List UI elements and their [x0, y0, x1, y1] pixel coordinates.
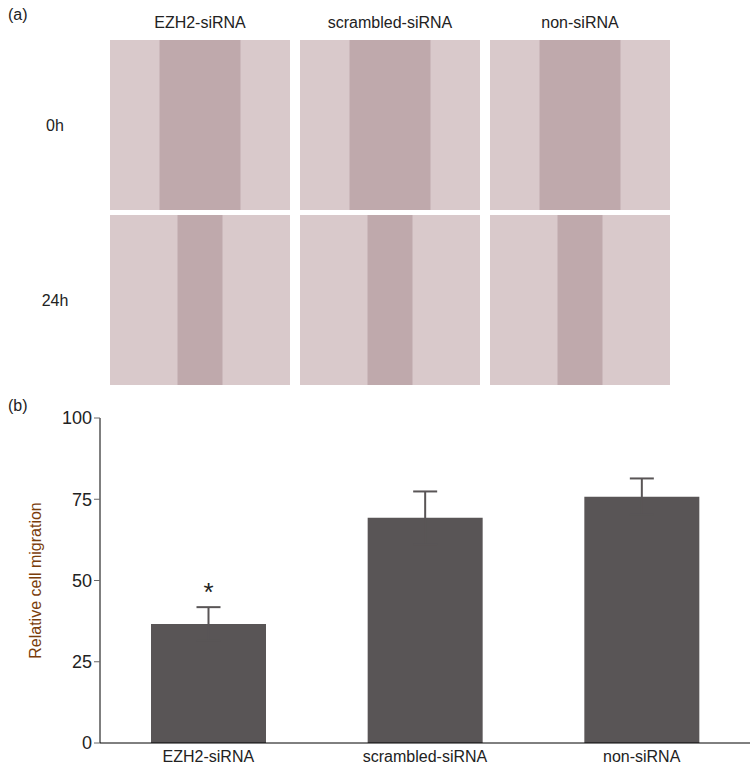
- svg-text:EZH2-siRNA: EZH2-siRNA: [163, 748, 255, 765]
- svg-text:scrambled-siRNA: scrambled-siRNA: [363, 748, 488, 765]
- svg-text:24h: 24h: [42, 292, 69, 309]
- html-text:(b): (b): [8, 397, 28, 414]
- svg-text:50: 50: [72, 571, 92, 591]
- svg-text:Relative cell migration: Relative cell migration: [27, 502, 44, 659]
- svg-text:25: 25: [72, 652, 92, 672]
- svg-text:scrambled-siRNA: scrambled-siRNA: [328, 14, 453, 31]
- svg-text:non-siRNA: non-siRNA: [541, 14, 619, 31]
- svg-text:*: *: [203, 577, 213, 607]
- svg-text:EZH2-siRNA: EZH2-siRNA: [154, 14, 246, 31]
- svg-text:0: 0: [82, 733, 92, 753]
- svg-text:75: 75: [72, 490, 92, 510]
- svg-text:(a): (a): [8, 6, 28, 23]
- svg-text:100: 100: [62, 408, 92, 428]
- svg-text:non-siRNA: non-siRNA: [603, 748, 681, 765]
- svg-text:0h: 0h: [46, 117, 64, 134]
